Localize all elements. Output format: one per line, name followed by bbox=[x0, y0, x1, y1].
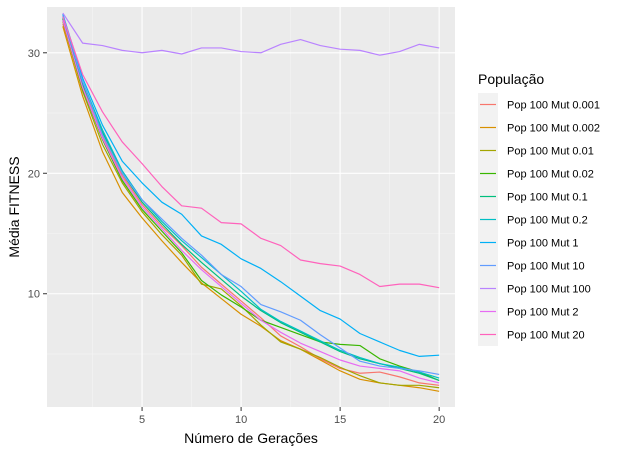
x-tick-label: 15 bbox=[334, 414, 346, 426]
legend-label-9: Pop 100 Mut 2 bbox=[507, 307, 579, 319]
y-tick-label: 10 bbox=[28, 289, 40, 301]
legend-label-6: Pop 100 Mut 1 bbox=[507, 238, 579, 250]
grid-minor bbox=[47, 7, 455, 407]
legend-label-5: Pop 100 Mut 0.2 bbox=[507, 215, 588, 227]
legend-label-2: Pop 100 Mut 0.01 bbox=[507, 146, 594, 158]
series-line-7 bbox=[62, 15, 440, 376]
series-line-8 bbox=[62, 12, 440, 56]
legend-title: População bbox=[478, 71, 544, 87]
y-axis: 10 20 30 bbox=[28, 48, 47, 301]
y-axis-title: Média FITNESS bbox=[6, 156, 22, 257]
series-line-6 bbox=[62, 14, 440, 357]
legend-label-3: Pop 100 Mut 0.02 bbox=[507, 169, 594, 181]
x-tick-label: 5 bbox=[139, 414, 145, 426]
legend-label-1: Pop 100 Mut 0.002 bbox=[507, 123, 600, 135]
x-tick-label: 20 bbox=[433, 414, 445, 426]
x-tick-label: 10 bbox=[235, 414, 247, 426]
legend-label-0: Pop 100 Mut 0.001 bbox=[507, 100, 600, 112]
series-line-5 bbox=[62, 16, 440, 379]
legend-label-7: Pop 100 Mut 10 bbox=[507, 261, 585, 273]
plot-panel bbox=[47, 7, 455, 407]
legend-label-4: Pop 100 Mut 0.1 bbox=[507, 192, 588, 204]
y-tick-label: 20 bbox=[28, 168, 40, 180]
y-tick-label: 30 bbox=[28, 48, 40, 60]
legend-label-10: Pop 100 Mut 20 bbox=[507, 330, 585, 342]
series-line-9 bbox=[62, 20, 440, 384]
x-axis-title: Número de Gerações bbox=[184, 430, 318, 446]
series-lines bbox=[62, 12, 440, 392]
series-line-0 bbox=[62, 23, 440, 386]
series-line-10 bbox=[62, 16, 440, 289]
legend-items: Pop 100 Mut 0.001 Pop 100 Mut 0.002 Pop 10… bbox=[478, 93, 600, 346]
legend-label-8: Pop 100 Mut 100 bbox=[507, 284, 591, 296]
series-line-3 bbox=[62, 18, 440, 382]
grid-major bbox=[47, 7, 455, 407]
x-axis: 5 10 15 20 bbox=[139, 407, 445, 426]
series-line-2 bbox=[62, 21, 440, 389]
